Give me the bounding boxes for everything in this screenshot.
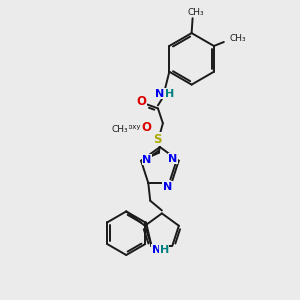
Text: methoxy: methoxy — [110, 124, 140, 130]
Text: S: S — [153, 133, 161, 146]
Text: CH₃: CH₃ — [230, 34, 246, 43]
Text: H: H — [160, 244, 169, 255]
Text: O: O — [136, 95, 146, 108]
Text: N: N — [155, 88, 164, 98]
Text: H: H — [165, 88, 174, 98]
Text: O: O — [141, 121, 151, 134]
Text: N: N — [163, 182, 172, 192]
Text: N: N — [152, 244, 161, 255]
Text: CH₃: CH₃ — [112, 124, 129, 134]
Text: CH₃: CH₃ — [187, 8, 204, 17]
Text: N: N — [142, 155, 152, 165]
Text: N: N — [168, 154, 177, 164]
